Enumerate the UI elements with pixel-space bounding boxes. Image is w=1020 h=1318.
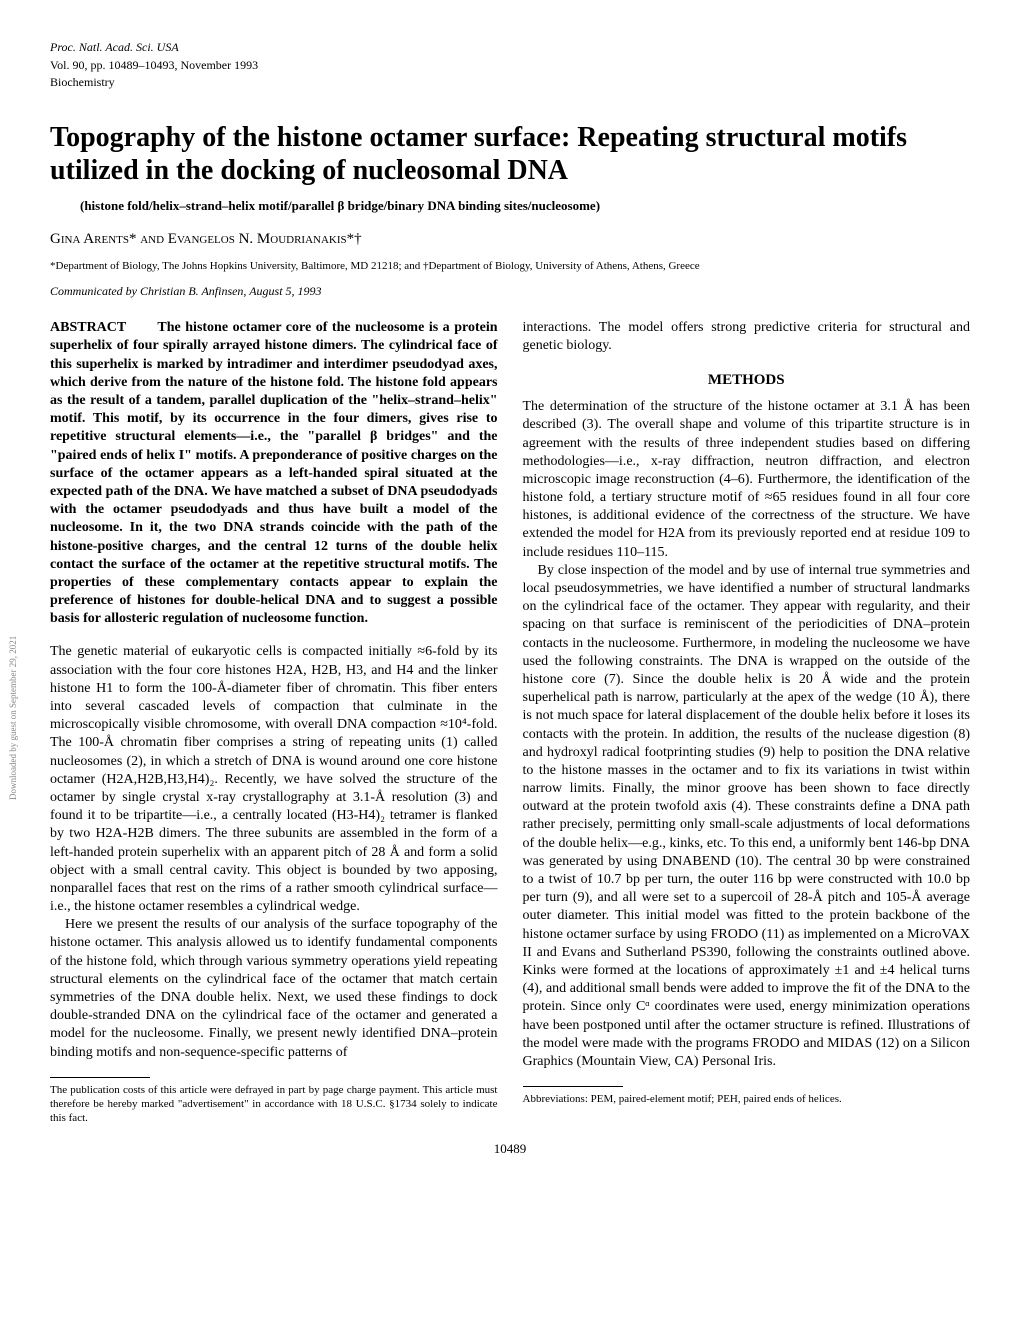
footnote-divider xyxy=(50,1077,150,1078)
footnote-right: Abbreviations: PEM, paired-element motif… xyxy=(523,1092,971,1106)
two-column-layout: ABSTRACT The histone octamer core of the… xyxy=(50,319,970,1125)
abstract-text: The histone octamer core of the nucleoso… xyxy=(50,320,498,626)
right-column: interactions. The model offers strong pr… xyxy=(523,319,971,1125)
intro-paragraph-2: Here we present the results of our analy… xyxy=(50,916,498,1062)
page-number: 10489 xyxy=(50,1141,970,1158)
methods-header: METHODS xyxy=(523,371,971,391)
authors: Gina Arents* and Evangelos N. Moudrianak… xyxy=(50,230,970,250)
article-subtitle: (histone fold/helix–strand–helix motif/p… xyxy=(50,198,970,215)
intro-continuation: interactions. The model offers strong pr… xyxy=(523,319,971,355)
category: Biochemistry xyxy=(50,75,970,91)
article-title: Topography of the histone octamer surfac… xyxy=(50,121,970,188)
abstract-label: ABSTRACT xyxy=(50,320,126,335)
affiliations: *Department of Biology, The Johns Hopkin… xyxy=(50,259,970,273)
sidebar-download-note: Downloaded by guest on September 29, 202… xyxy=(8,636,20,800)
footnote-divider-right xyxy=(523,1086,623,1087)
abstract-block: ABSTRACT The histone octamer core of the… xyxy=(50,319,498,628)
communicated-by: Communicated by Christian B. Anfinsen, A… xyxy=(50,284,970,300)
intro-paragraph-1: The genetic material of eukaryotic cells… xyxy=(50,643,498,916)
methods-paragraph-2: By close inspection of the model and by … xyxy=(523,562,971,1071)
left-column: ABSTRACT The histone octamer core of the… xyxy=(50,319,498,1125)
footnote-left: The publication costs of this article we… xyxy=(50,1083,498,1126)
journal-header: Proc. Natl. Acad. Sci. USA xyxy=(50,40,970,56)
volume-info: Vol. 90, pp. 10489–10493, November 1993 xyxy=(50,58,970,74)
methods-paragraph-1: The determination of the structure of th… xyxy=(523,398,971,562)
